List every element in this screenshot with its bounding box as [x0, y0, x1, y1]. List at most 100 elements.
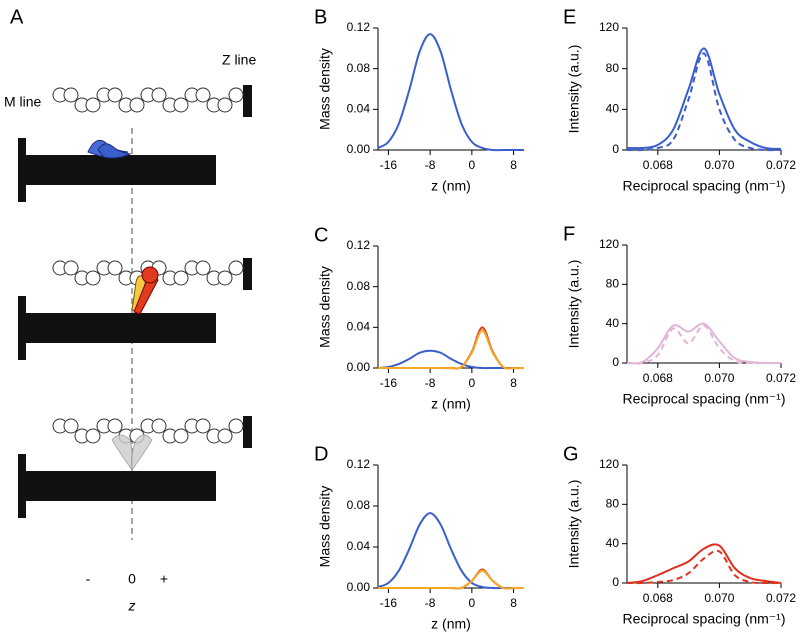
- y-tick-label: 0.00: [347, 360, 371, 374]
- y-tick-label: 40: [606, 102, 620, 116]
- m-line-label: M line: [4, 94, 42, 110]
- series-line: [626, 47, 782, 150]
- x-tick-label: 8: [510, 158, 517, 172]
- y-tick-label: 80: [606, 277, 620, 291]
- y-tick-label: 0.00: [347, 142, 371, 156]
- x-tick-label: 0.072: [766, 371, 796, 385]
- actin-bead: [195, 87, 211, 103]
- panel-letter: D: [314, 443, 328, 465]
- x-axis-label: z (nm): [431, 178, 471, 194]
- actin-bead: [85, 270, 101, 286]
- y-tick-label: 0.08: [347, 61, 371, 75]
- y-tick-label: 0.04: [347, 102, 371, 116]
- y-tick-label: 0: [612, 575, 619, 589]
- actin-bead: [173, 270, 189, 286]
- actin-bead: [173, 97, 189, 113]
- thin-filaments: [52, 87, 244, 444]
- y-tick-label: 0: [612, 355, 619, 369]
- myosin-head: [97, 143, 132, 159]
- x-tick-label: 0.068: [643, 371, 673, 385]
- series-line: [626, 322, 782, 365]
- actin-bead: [63, 418, 79, 434]
- actin-bead: [228, 87, 244, 103]
- panel-letter: F: [563, 223, 575, 245]
- z-line-label: Z line: [222, 52, 256, 68]
- actin-bead: [107, 260, 123, 276]
- x-tick-label: 0.068: [643, 591, 673, 605]
- y-tick-label: 0.12: [347, 457, 371, 471]
- myosin-head: [141, 266, 159, 284]
- y-tick-label: 80: [606, 497, 620, 511]
- x-axis-label: z (nm): [431, 616, 471, 632]
- actin-bead: [217, 97, 233, 113]
- series-line: [377, 33, 524, 152]
- x-tick-label: 0.070: [704, 591, 734, 605]
- actin-bead: [107, 87, 123, 103]
- series-line: [377, 512, 524, 590]
- series-line: [626, 543, 782, 584]
- x-tick-label: 8: [510, 376, 517, 390]
- myosin-head: [131, 434, 153, 472]
- x-tick-label: -8: [425, 376, 436, 390]
- y-tick-label: 120: [599, 20, 619, 34]
- minus-label: -: [86, 571, 91, 587]
- y-axis-label: Intensity (a.u.): [566, 260, 582, 349]
- y-tick-label: 80: [606, 61, 620, 75]
- y-tick-label: 120: [599, 237, 619, 251]
- actin-bead: [217, 428, 233, 444]
- y-axis-label: Intensity (a.u.): [566, 45, 582, 134]
- series-line: [626, 324, 781, 365]
- x-tick-label: 0: [469, 158, 476, 172]
- y-tick-label: 40: [606, 536, 620, 550]
- z-label: z: [128, 598, 136, 614]
- series-line: [378, 326, 525, 370]
- thick-filaments: [18, 85, 252, 518]
- actin-bead: [195, 260, 211, 276]
- series-line: [377, 349, 524, 370]
- x-tick-label: 0.068: [643, 158, 673, 172]
- y-tick-label: 0.08: [347, 498, 371, 512]
- panel-letter: A: [10, 6, 24, 28]
- actin-bead: [107, 418, 123, 434]
- y-tick-label: 0.04: [347, 320, 371, 334]
- x-tick-label: 0: [469, 376, 476, 390]
- plus-label: +: [160, 571, 168, 587]
- actin-bead: [63, 87, 79, 103]
- x-tick-label: -16: [380, 158, 398, 172]
- actin-bead: [151, 418, 167, 434]
- series-line: [626, 52, 782, 152]
- x-tick-label: -8: [425, 596, 436, 610]
- x-tick-label: 0.072: [766, 158, 796, 172]
- actin-bead: [228, 260, 244, 276]
- x-axis-label: Reciprocal spacing (nm⁻¹): [623, 178, 786, 194]
- x-axis-label: z (nm): [431, 396, 471, 412]
- actin-bead: [228, 418, 244, 434]
- y-tick-label: 0.00: [347, 580, 371, 594]
- panel-letter: G: [563, 443, 579, 465]
- x-tick-label: -16: [380, 596, 398, 610]
- actin-bead: [85, 97, 101, 113]
- diagram: A Z line M line - 0 + z: [4, 6, 256, 613]
- y-tick-label: 0.12: [347, 238, 371, 252]
- y-tick-label: 0.12: [347, 20, 371, 34]
- x-tick-label: 0.072: [766, 591, 796, 605]
- panel-letter: B: [314, 6, 327, 28]
- x-tick-label: 8: [510, 596, 517, 610]
- x-tick-label: 0.070: [704, 371, 734, 385]
- actin-bead: [173, 428, 189, 444]
- x-tick-label: 0.070: [704, 158, 734, 172]
- panel-letter: E: [563, 6, 576, 28]
- y-tick-label: 120: [599, 457, 619, 471]
- zero-label: 0: [128, 571, 136, 587]
- actin-bead: [217, 270, 233, 286]
- actin-bead: [195, 418, 211, 434]
- x-tick-label: -8: [425, 158, 436, 172]
- series-line: [377, 568, 524, 590]
- actin-bead: [85, 428, 101, 444]
- x-axis-label: Reciprocal spacing (nm⁻¹): [623, 391, 786, 407]
- y-tick-label: 0: [612, 142, 619, 156]
- x-tick-label: -16: [380, 376, 398, 390]
- y-axis-label: Mass density: [317, 266, 333, 348]
- series-line: [377, 569, 524, 590]
